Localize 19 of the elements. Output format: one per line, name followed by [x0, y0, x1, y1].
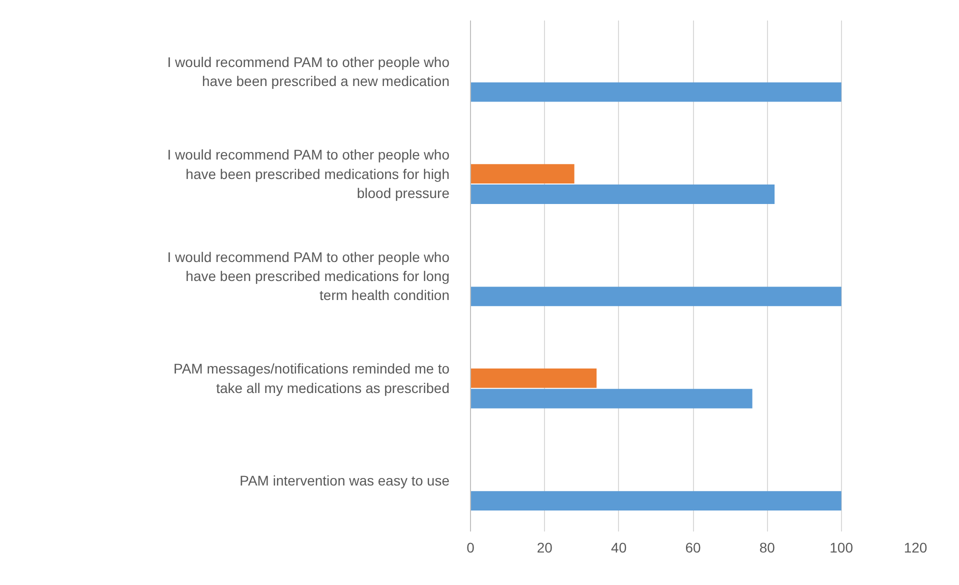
bar	[470, 388, 752, 408]
bar	[470, 164, 574, 184]
x-tick-label: 60	[685, 540, 701, 556]
bar	[470, 491, 842, 511]
y-tick-label: I would recommend PAM to other people who have been prescribed a new medication	[167, 54, 450, 90]
x-tick-label: 0	[466, 540, 475, 556]
x-tick-label: 100	[830, 540, 854, 556]
x-tick-label: 80	[759, 540, 776, 556]
bar	[470, 82, 842, 102]
y-tick-label: PAM messages/notifications reminded me to take all my medications as prescribed	[174, 360, 450, 396]
bar	[470, 368, 597, 388]
y-tick-label: PAM intervention was easy to use	[240, 472, 450, 488]
x-tick-label: 20	[536, 540, 553, 556]
bar	[470, 286, 842, 306]
x-tick-label: 120	[904, 540, 928, 556]
y-tick-label: I would recommend PAM to other people who have been prescribed medications for high blood pressure	[167, 146, 450, 201]
x-tick-label: 40	[611, 540, 627, 556]
bar	[470, 184, 775, 204]
y-tick-label: I would recommend PAM to other people who have been prescribed medications for long term health condition	[167, 248, 450, 304]
